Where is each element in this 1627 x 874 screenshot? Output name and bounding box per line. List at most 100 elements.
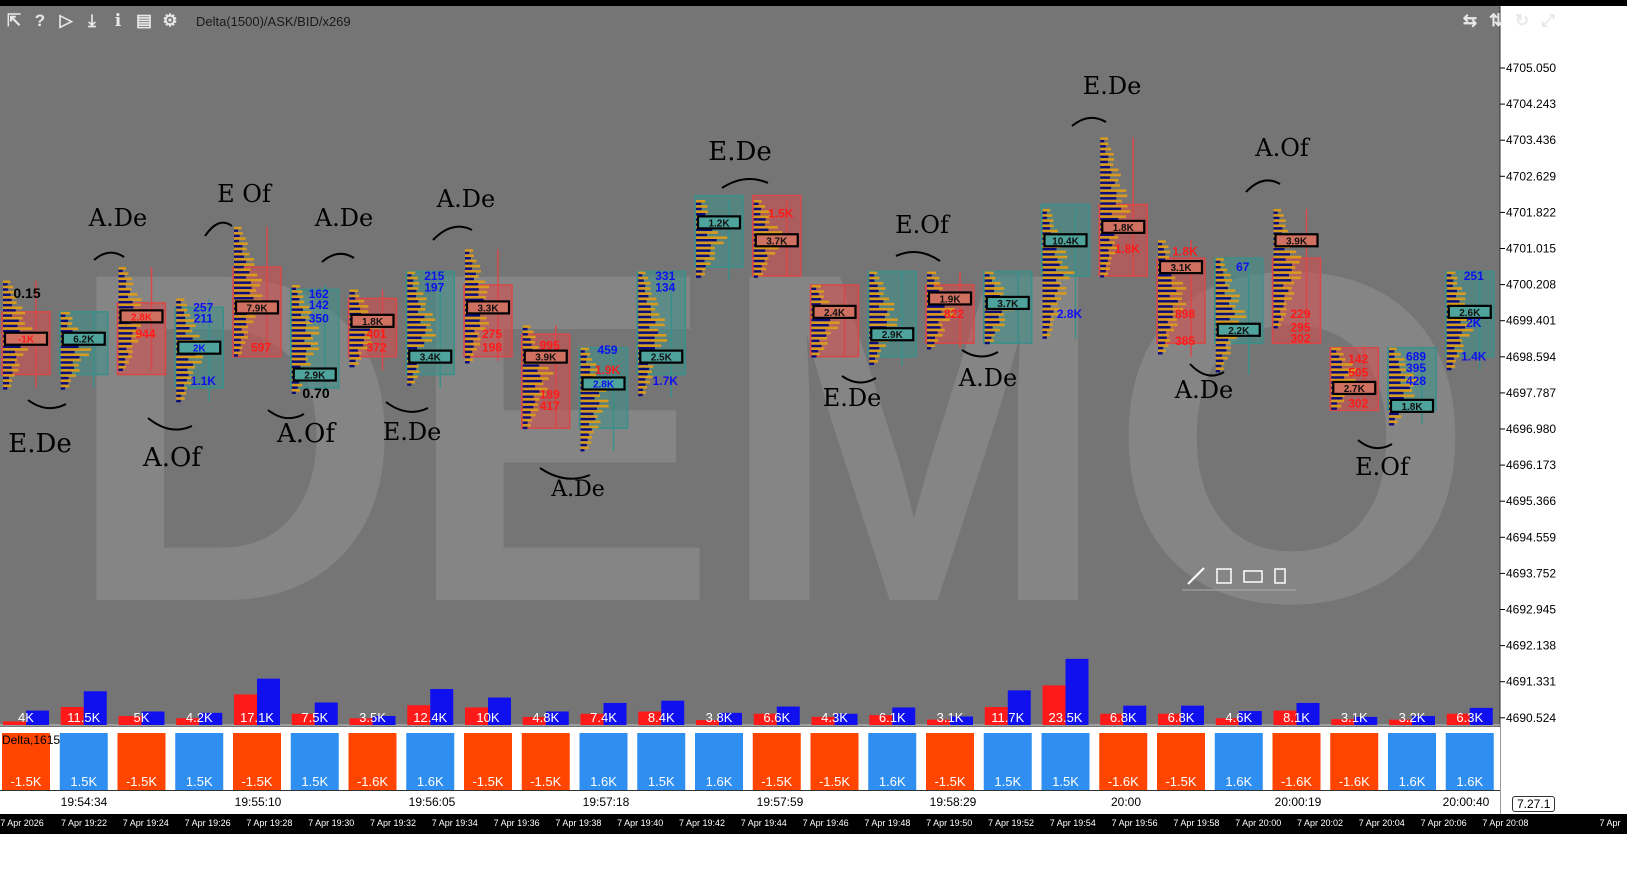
delta-bar (1099, 733, 1148, 790)
bottom-margin (0, 834, 1627, 874)
profile-bid-bar (1273, 211, 1278, 214)
volume-bid-bar (1065, 658, 1089, 725)
profile-bid-bar (1100, 160, 1108, 164)
profile-ask-bar (1100, 163, 1114, 166)
profile-ask-bar (118, 345, 133, 348)
profile-bid-bar (1042, 310, 1054, 313)
profile-ask-bar (234, 232, 243, 235)
fib-tool-icon (1216, 568, 1232, 584)
play-icon[interactable]: ▷ (59, 11, 73, 30)
profile-ask-bar (1331, 404, 1342, 408)
profile-bid-bar (1100, 171, 1112, 174)
annotation-label: E.De (823, 384, 882, 412)
profile-ask-bar (984, 328, 1000, 332)
date-tick-label: 7 Apr 19:58 (1173, 818, 1220, 828)
volume-bid-bar (314, 702, 338, 725)
profile-bid-bar (118, 274, 125, 278)
profile-ask-bar (1273, 292, 1295, 295)
footprint-value: 302 (1290, 332, 1310, 346)
profile-bid-bar (176, 368, 188, 372)
profile-bid-bar (753, 223, 766, 226)
profile-bid-bar (465, 350, 473, 354)
profile-bid-bar (465, 257, 471, 260)
expand-icon[interactable]: ⤢ (1541, 11, 1555, 30)
volume-bid-bar (372, 716, 396, 725)
profile-ask-bar (1215, 320, 1239, 324)
profile-bid-bar (1273, 258, 1286, 261)
footprint-value: 1.5K (768, 206, 794, 220)
date-tick-label: 7 Apr 19:30 (308, 818, 355, 828)
price-tick-label: 4700.208 (1506, 278, 1556, 292)
profile-bid-bar (1389, 371, 1401, 374)
info-icon[interactable]: i (114, 11, 122, 31)
download-icon[interactable]: ⤓ (88, 11, 96, 30)
profile-ask-bar (176, 324, 196, 328)
profile-bid-bar (869, 274, 875, 277)
profile-bid-bar (1100, 165, 1110, 169)
profile-ask-bar (465, 316, 487, 320)
profile-ask-bar (984, 287, 1005, 290)
profile-ask-bar (3, 311, 26, 315)
profile-ask-bar (234, 346, 243, 350)
profile-ask-bar (407, 276, 418, 280)
poc-label: 1.2K (708, 218, 730, 229)
swap-vertical-icon[interactable]: ⇅ (1488, 11, 1504, 30)
delta-bar (2, 733, 50, 790)
profile-ask-bar (1100, 137, 1108, 140)
profile-ask-bar (465, 280, 486, 284)
annotation-label: E.De (708, 137, 771, 167)
profile-ask-bar (927, 276, 940, 280)
cursor-arrow-icon[interactable]: ⇱ (6, 11, 22, 30)
swap-horizontal-icon[interactable]: ⇆ (1462, 11, 1478, 30)
delta-bar (521, 733, 570, 790)
profile-bid-bar (176, 321, 186, 325)
profile-ask-bar (1446, 271, 1456, 275)
help-icon[interactable]: ? (34, 11, 46, 30)
volume-label: 5K (134, 710, 150, 725)
profile-ask-bar (465, 332, 480, 336)
profile-ask-bar (291, 357, 308, 361)
profile-bid-bar (753, 259, 765, 263)
profile-bid-bar (753, 265, 762, 268)
profile-ask-bar (3, 296, 17, 299)
profile-bid-bar (407, 279, 414, 282)
poc-box (1447, 304, 1492, 319)
profile-bid-bar (349, 333, 365, 337)
profile-ask-bar (1042, 323, 1054, 326)
profile-bid-bar (522, 338, 531, 341)
chart-window-icon[interactable]: ▤ (135, 11, 153, 30)
profile-ask-bar (407, 292, 424, 296)
profile-bid-bar (407, 300, 419, 303)
profile-bid-bar (811, 329, 826, 332)
profile-ask-bar (407, 271, 416, 275)
profile-bid-bar (984, 331, 995, 334)
profile-ask-bar (580, 373, 597, 377)
profile-ask-bar (465, 254, 474, 258)
profile-bid-bar (522, 369, 538, 372)
profile-ask-bar (1331, 363, 1353, 366)
profile-bid-bar (984, 310, 1002, 314)
profile-ask-bar (638, 386, 647, 389)
poc-box (639, 349, 684, 364)
time-tick-label: 19:57:18 (582, 795, 630, 809)
refresh-icon[interactable]: ↻ (1514, 11, 1530, 30)
profile-bid-bar (3, 309, 16, 312)
volume-ask-bar (1158, 713, 1181, 725)
footprint-candle: 2.6K 251 2K 1.4K (1445, 269, 1495, 371)
gear-icon[interactable]: ⚙ (162, 11, 178, 30)
profile-bid-bar (3, 288, 9, 291)
profile-ask-bar (638, 328, 659, 332)
profile-ask-bar (696, 231, 719, 234)
profile-bid-bar (118, 342, 132, 345)
profile-ask-bar (1100, 158, 1114, 161)
volume-bid-bar (1296, 702, 1320, 725)
profile-bid-bar (1446, 300, 1460, 303)
delta-bar (117, 733, 166, 790)
volume-label: 3.8K (706, 710, 733, 725)
profile-bid-bar (60, 350, 75, 354)
poc-box (754, 233, 799, 248)
profile-ask-bar (1446, 282, 1458, 285)
profile-ask-bar (927, 328, 945, 332)
profile-bid-bar (696, 239, 717, 242)
poc-label: 2.4K (824, 308, 846, 319)
